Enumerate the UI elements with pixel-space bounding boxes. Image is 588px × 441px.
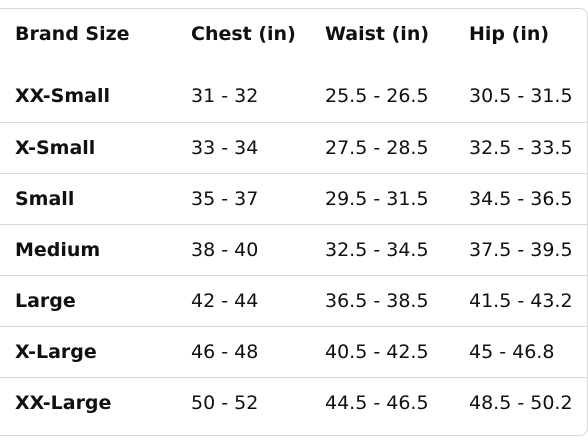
- size-cell: Small: [15, 187, 75, 210]
- table-row: X-Small 33 - 34 27.5 - 28.5 32.5 - 33.5: [0, 122, 587, 173]
- header-brand-size: Brand Size: [15, 23, 130, 45]
- size-cell: XX-Small: [15, 85, 110, 108]
- header-hip: Hip (in): [469, 23, 550, 45]
- chest-cell: 46 - 48: [191, 340, 259, 363]
- chest-cell: 42 - 44: [191, 289, 259, 312]
- waist-cell: 44.5 - 46.5: [325, 391, 429, 414]
- header-row: Brand Size Chest (in) Waist (in) Hip (in…: [0, 9, 587, 71]
- hip-cell: 30.5 - 31.5: [469, 85, 573, 108]
- header-waist: Waist (in): [325, 23, 430, 45]
- waist-cell: 25.5 - 26.5: [325, 85, 429, 108]
- size-cell: Large: [15, 289, 76, 312]
- size-chart: Brand Size Chest (in) Waist (in) Hip (in…: [0, 9, 587, 428]
- hip-cell: 45 - 46.8: [469, 340, 555, 363]
- waist-cell: 36.5 - 38.5: [325, 289, 429, 312]
- chest-cell: 50 - 52: [191, 391, 259, 414]
- table-row: XX-Large 50 - 52 44.5 - 46.5 48.5 - 50.2: [0, 377, 587, 428]
- chest-cell: 38 - 40: [191, 238, 259, 261]
- size-cell: X-Large: [15, 340, 97, 363]
- waist-cell: 29.5 - 31.5: [325, 187, 429, 210]
- chest-cell: 31 - 32: [191, 85, 259, 108]
- hip-cell: 34.5 - 36.5: [469, 187, 573, 210]
- hip-cell: 37.5 - 39.5: [469, 238, 573, 261]
- waist-cell: 27.5 - 28.5: [325, 136, 429, 159]
- size-chart-table: Brand Size Chest (in) Waist (in) Hip (in…: [0, 8, 588, 436]
- header-chest: Chest (in): [191, 23, 296, 45]
- waist-cell: 32.5 - 34.5: [325, 238, 429, 261]
- size-cell: X-Small: [15, 136, 96, 159]
- chest-cell: 35 - 37: [191, 187, 259, 210]
- hip-cell: 41.5 - 43.2: [469, 289, 573, 312]
- waist-cell: 40.5 - 42.5: [325, 340, 429, 363]
- table-row: Medium 38 - 40 32.5 - 34.5 37.5 - 39.5: [0, 224, 587, 275]
- chest-cell: 33 - 34: [191, 136, 259, 159]
- size-cell: Medium: [15, 238, 101, 261]
- table-row: Large 42 - 44 36.5 - 38.5 41.5 - 43.2: [0, 275, 587, 326]
- table-row: X-Large 46 - 48 40.5 - 42.5 45 - 46.8: [0, 326, 587, 377]
- size-cell: XX-Large: [15, 391, 112, 414]
- table-row: Small 35 - 37 29.5 - 31.5 34.5 - 36.5: [0, 173, 587, 224]
- hip-cell: 32.5 - 33.5: [469, 136, 573, 159]
- hip-cell: 48.5 - 50.2: [469, 391, 573, 414]
- table-row: XX-Small 31 - 32 25.5 - 26.5 30.5 - 31.5: [0, 71, 587, 122]
